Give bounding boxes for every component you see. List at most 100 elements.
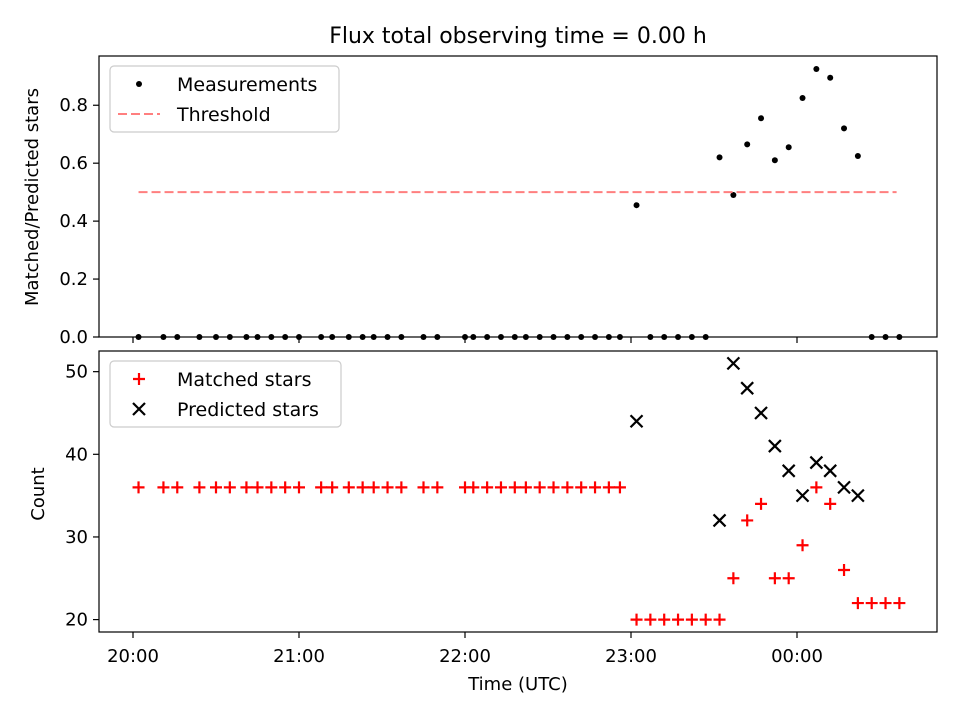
measurement-point <box>434 334 441 340</box>
measurement-point <box>329 334 336 340</box>
matched-star-point <box>431 481 444 494</box>
matched-star-point <box>240 481 253 494</box>
matched-star-point <box>481 481 494 494</box>
measurement-point <box>688 334 695 340</box>
matched-star-point <box>893 597 906 610</box>
measurement-point <box>661 334 668 340</box>
measurement-point <box>730 192 737 199</box>
matched-star-point <box>315 481 328 494</box>
measurement-point <box>758 115 765 122</box>
measurement-point <box>592 334 599 340</box>
legend-label: Matched stars <box>177 369 311 391</box>
matched-star-point <box>672 613 685 626</box>
measurement-point <box>716 154 723 161</box>
measurement-point <box>213 334 219 340</box>
matched-star-point <box>547 481 560 494</box>
measurement-point <box>484 334 491 340</box>
matched-star-point <box>741 514 754 527</box>
matched-star-point <box>699 613 712 626</box>
matched-star-point <box>251 481 264 494</box>
measurement-point <box>462 334 468 340</box>
matched-star-point <box>630 613 643 626</box>
measurement-point <box>616 334 623 340</box>
matched-star-point <box>519 481 532 494</box>
y-tick-label: 20 <box>65 610 88 631</box>
matched-star-point <box>879 597 892 610</box>
measurement-point <box>370 334 377 340</box>
matched-star-point <box>838 564 851 577</box>
matched-star-point <box>381 481 394 494</box>
measurement-point <box>135 334 142 340</box>
measurement-point <box>550 334 557 340</box>
matched-star-point <box>417 481 430 494</box>
matched-star-point <box>561 481 574 494</box>
predicted-star-point <box>629 414 644 429</box>
measurement-point <box>868 334 875 340</box>
measurement-point <box>160 334 167 340</box>
predicted-star-point <box>823 464 837 478</box>
y-tick-label: 50 <box>65 362 88 383</box>
measurement-point <box>799 95 806 102</box>
legend-box <box>109 360 342 428</box>
measurement-point <box>470 334 477 340</box>
matched-star-point <box>279 481 292 494</box>
matched-star-point <box>293 481 305 494</box>
measurement-point <box>536 334 543 340</box>
matched-star-point <box>865 597 878 610</box>
predicted-star-point <box>809 455 824 470</box>
matched-star-point <box>782 572 795 585</box>
y-tick-label: 0.6 <box>59 153 88 174</box>
measurement-point <box>420 334 427 340</box>
top-y-axis: 0.0 0.2 0.4 0.6 0.8 <box>59 95 99 348</box>
measurement-point <box>296 334 302 340</box>
measurement-point <box>702 334 709 340</box>
matched-star-point <box>467 481 480 494</box>
top-legend: Measurements Threshold <box>109 65 340 133</box>
measurement-point <box>398 334 405 340</box>
measurement-point <box>578 334 585 340</box>
y-tick-label: 0.8 <box>59 95 88 116</box>
measurement-point <box>854 152 861 159</box>
measurement-point <box>744 141 751 148</box>
x-tick-label: 20:00 <box>107 646 159 667</box>
y-tick-label: 0.0 <box>59 327 88 348</box>
bottom-legend: Matched stars Predicted stars <box>109 360 342 428</box>
matched-star-point <box>210 481 222 494</box>
legend-matched-swatch <box>133 373 145 385</box>
predicted-star-point <box>740 381 754 395</box>
matched-star-point <box>342 481 355 494</box>
top-panel: 0.00.20.40.60.8 Matched/Predicted stars … <box>22 55 938 348</box>
predicted-star-point <box>851 488 865 503</box>
matched-star-point <box>223 481 236 494</box>
predicted-star-point <box>712 513 727 528</box>
measurement-point <box>268 334 275 340</box>
top-y-axis-label: Matched/Predicted stars <box>22 88 43 306</box>
matched-star-point <box>658 613 671 626</box>
matched-star-point <box>356 481 369 494</box>
matched-star-point <box>768 572 781 585</box>
matched-star-point <box>644 613 657 626</box>
measurement-point <box>675 334 682 340</box>
y-tick-label: 0.2 <box>59 269 88 290</box>
matched-star-point <box>755 497 768 510</box>
measurement-point <box>196 334 203 340</box>
matched-star-point <box>851 597 864 610</box>
x-axis-label: Time (UTC) <box>467 674 568 695</box>
measurement-point <box>345 334 352 340</box>
measurement-point <box>243 334 250 340</box>
measurement-point <box>359 334 366 340</box>
measurement-point <box>827 74 834 81</box>
measurement-point <box>813 66 820 73</box>
matched-star-point <box>824 497 837 510</box>
measurement-point <box>647 334 654 340</box>
predicted-star-point <box>781 464 796 478</box>
matched-star-point <box>157 481 170 494</box>
predicted-star-point <box>768 439 782 453</box>
measurement-point <box>522 334 529 340</box>
measurement-point <box>605 334 612 340</box>
legend-label: Threshold <box>176 104 271 126</box>
matched-star-point <box>508 481 521 494</box>
predicted-star-point <box>726 356 741 371</box>
matched-star-point <box>171 481 184 494</box>
legend-label: Measurements <box>177 74 317 96</box>
